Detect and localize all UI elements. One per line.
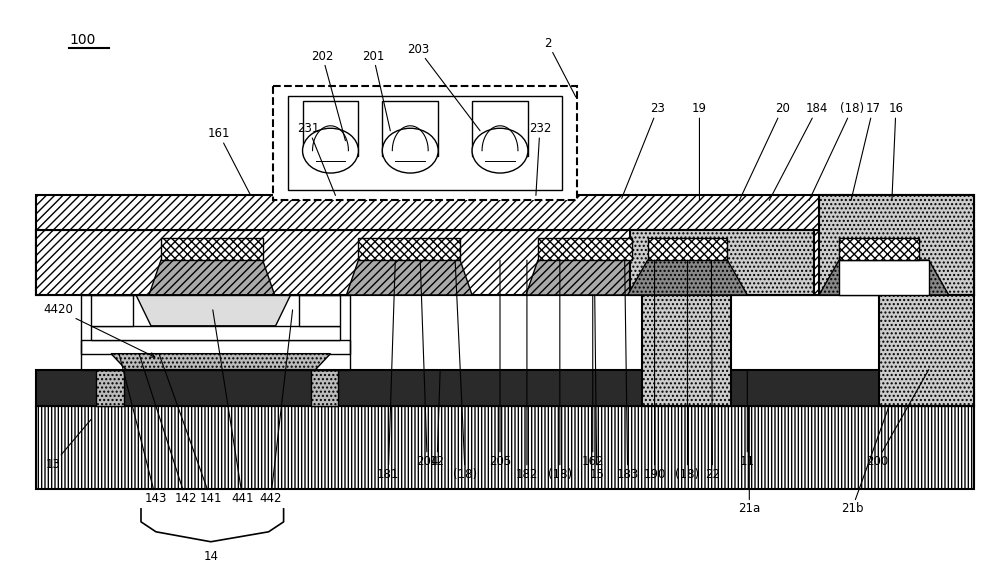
Polygon shape [526,260,644,295]
Bar [642,295,731,407]
Ellipse shape [303,128,358,173]
Bar [91,295,133,326]
Text: 190: 190 [643,260,666,481]
Bar [472,101,528,156]
Bar [36,195,974,230]
Text: 2: 2 [544,37,576,97]
Bar [36,230,974,295]
Text: 100: 100 [69,33,96,47]
Text: 22: 22 [705,260,720,481]
Text: 141: 141 [159,353,222,505]
Text: 19: 19 [692,102,707,200]
Ellipse shape [382,128,438,173]
Bar [273,86,577,200]
Text: 184: 184 [769,102,828,200]
Text: 161: 161 [208,127,251,195]
Bar [630,230,814,295]
Bar [839,238,919,260]
Bar [538,238,632,260]
Text: 20: 20 [739,102,790,200]
Text: 201: 201 [362,50,390,131]
Bar [91,326,340,340]
Bar [288,96,562,191]
Bar [36,230,974,295]
Text: (18): (18) [548,260,572,481]
Bar [879,295,974,407]
Text: 205: 205 [489,260,511,468]
Text: 162: 162 [581,295,604,468]
Text: 17: 17 [851,102,880,200]
Text: 232: 232 [529,122,551,195]
Text: 4420: 4420 [43,303,155,357]
Bar [382,101,438,156]
Polygon shape [819,260,949,295]
Ellipse shape [472,128,528,173]
Text: 11: 11 [740,369,755,468]
Bar [648,238,727,260]
Polygon shape [136,295,291,326]
Polygon shape [149,260,275,295]
Bar [96,369,124,407]
Bar [299,295,340,326]
Bar [36,407,974,489]
Text: 143: 143 [119,353,167,505]
Text: 203: 203 [407,43,480,131]
Text: 14: 14 [203,550,218,563]
Bar [303,101,358,156]
Text: 12: 12 [430,369,445,468]
Text: 21a: 21a [738,407,760,516]
Polygon shape [111,353,330,369]
Polygon shape [346,260,472,295]
Bar [839,260,929,295]
Bar [358,238,460,260]
Text: 200: 200 [866,369,929,468]
Bar [81,340,350,353]
Bar [36,369,974,407]
Bar [81,295,350,369]
Bar [819,195,974,295]
Text: 442: 442 [259,310,293,505]
Text: 204: 204 [416,260,438,468]
Text: 202: 202 [311,50,345,140]
Text: 441: 441 [213,310,254,505]
Text: 23: 23 [622,102,665,199]
Text: 231: 231 [297,122,335,195]
Text: 13: 13 [46,419,91,471]
Text: 16: 16 [888,102,903,200]
Polygon shape [628,260,747,295]
Text: (18): (18) [453,260,477,481]
Text: 183: 183 [617,260,639,481]
Text: (18): (18) [809,102,864,200]
Text: 142: 142 [139,353,197,505]
Text: 182: 182 [516,260,538,481]
Text: (18): (18) [675,260,700,481]
Bar [161,238,263,260]
Bar [311,369,338,407]
Text: 21b: 21b [841,407,889,516]
Text: 15: 15 [589,295,604,481]
Text: 181: 181 [377,260,399,481]
